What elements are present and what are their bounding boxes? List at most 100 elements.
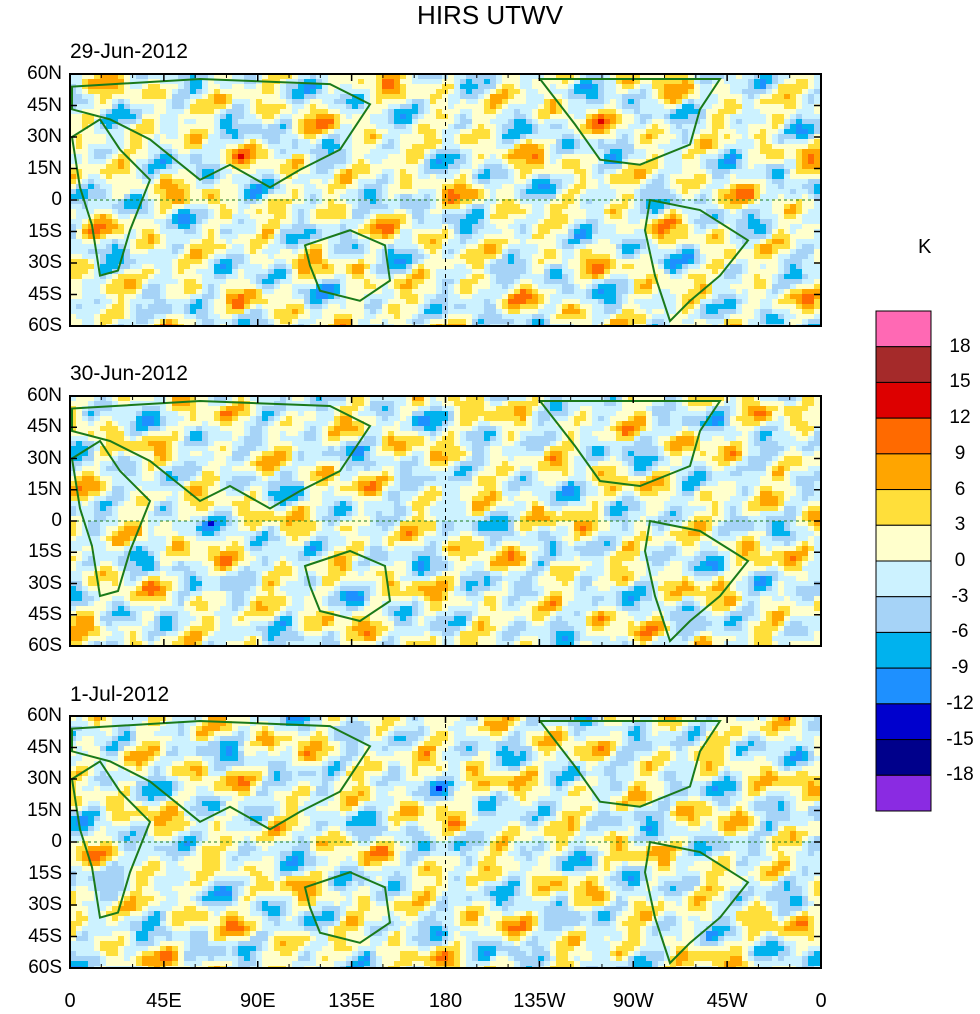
heatmap-cell bbox=[406, 109, 413, 115]
heatmap-cell bbox=[580, 164, 587, 170]
heatmap-cell bbox=[262, 164, 269, 170]
heatmap-cell bbox=[730, 99, 737, 105]
heatmap-cell bbox=[70, 189, 77, 195]
heatmap-cell bbox=[784, 174, 791, 180]
heatmap-cell bbox=[484, 84, 491, 90]
heatmap-cell bbox=[454, 239, 461, 245]
heatmap-cell bbox=[676, 209, 683, 215]
heatmap-cell bbox=[286, 229, 293, 235]
heatmap-cell bbox=[130, 259, 137, 265]
heatmap-cell bbox=[544, 119, 551, 125]
heatmap-cell bbox=[766, 119, 773, 125]
heatmap-cell bbox=[376, 214, 383, 220]
heatmap-cell bbox=[694, 139, 701, 145]
heatmap-cell bbox=[814, 264, 821, 270]
heatmap-cell bbox=[280, 99, 287, 105]
heatmap-cell bbox=[700, 179, 707, 185]
heatmap-cell bbox=[676, 79, 683, 85]
heatmap-cell bbox=[124, 169, 131, 175]
heatmap-cell bbox=[106, 84, 113, 90]
heatmap-cell bbox=[196, 214, 203, 220]
heatmap-cell bbox=[250, 189, 257, 195]
heatmap-cell bbox=[676, 104, 683, 110]
heatmap-cell bbox=[706, 139, 713, 145]
heatmap-cell bbox=[688, 229, 695, 235]
heatmap-cell bbox=[628, 139, 635, 145]
heatmap-cell bbox=[202, 199, 209, 205]
heatmap-cell bbox=[742, 139, 749, 145]
heatmap-cell bbox=[640, 219, 647, 225]
heatmap-cell bbox=[790, 199, 797, 205]
heatmap-cell bbox=[160, 264, 167, 270]
heatmap-cell bbox=[544, 104, 551, 110]
heatmap-cell bbox=[580, 104, 587, 110]
heatmap-cell bbox=[640, 174, 647, 180]
heatmap-cell bbox=[196, 149, 203, 155]
heatmap-cell bbox=[748, 189, 755, 195]
heatmap-cell bbox=[520, 139, 527, 145]
heatmap-cell bbox=[814, 219, 821, 225]
heatmap-cell bbox=[676, 254, 683, 260]
heatmap-cell bbox=[358, 209, 365, 215]
heatmap-cell bbox=[214, 219, 221, 225]
heatmap-cell bbox=[598, 234, 605, 240]
heatmap-cell bbox=[388, 164, 395, 170]
heatmap-cell bbox=[172, 134, 179, 140]
heatmap-cell bbox=[376, 239, 383, 245]
heatmap-cell bbox=[550, 114, 557, 120]
heatmap-cell bbox=[682, 184, 689, 190]
heatmap-cell bbox=[256, 209, 263, 215]
heatmap-cell bbox=[766, 189, 773, 195]
heatmap-cell bbox=[106, 164, 113, 170]
heatmap-cell bbox=[106, 104, 113, 110]
heatmap-cell bbox=[460, 89, 467, 95]
heatmap-cell bbox=[502, 109, 509, 115]
heatmap-cell bbox=[82, 109, 89, 115]
heatmap-cell bbox=[208, 194, 215, 200]
heatmap-cell bbox=[616, 119, 623, 125]
heatmap-cell bbox=[508, 79, 515, 85]
heatmap-cell bbox=[478, 184, 485, 190]
heatmap-cell bbox=[424, 134, 431, 140]
heatmap-cell bbox=[574, 94, 581, 100]
heatmap-cell bbox=[364, 204, 371, 210]
heatmap-cell bbox=[604, 204, 611, 210]
heatmap-cell bbox=[364, 94, 371, 100]
heatmap-cell bbox=[490, 194, 497, 200]
heatmap-cell bbox=[166, 269, 173, 275]
heatmap-cell bbox=[730, 94, 737, 100]
heatmap-cell bbox=[754, 189, 761, 195]
heatmap-cell bbox=[388, 199, 395, 205]
heatmap-cell bbox=[664, 139, 671, 145]
heatmap-cell bbox=[292, 224, 299, 230]
heatmap-cell bbox=[772, 134, 779, 140]
heatmap-cell bbox=[622, 184, 629, 190]
heatmap-cell bbox=[160, 219, 167, 225]
heatmap-cell bbox=[190, 169, 197, 175]
heatmap-cell bbox=[346, 94, 353, 100]
heatmap-cell bbox=[184, 79, 191, 85]
heatmap-cell bbox=[226, 109, 233, 115]
heatmap-cell bbox=[88, 154, 95, 160]
heatmap-cell bbox=[520, 94, 527, 100]
heatmap-cell bbox=[142, 154, 149, 160]
heatmap-cell bbox=[730, 224, 737, 230]
heatmap-cell bbox=[316, 234, 323, 240]
heatmap-cell bbox=[130, 79, 137, 85]
heatmap-cell bbox=[358, 164, 365, 170]
heatmap-cell bbox=[268, 259, 275, 265]
heatmap-cell bbox=[754, 184, 761, 190]
heatmap-cell bbox=[178, 229, 185, 235]
heatmap-cell bbox=[520, 234, 527, 240]
heatmap-cell bbox=[172, 119, 179, 125]
heatmap-cell bbox=[238, 174, 245, 180]
heatmap-cell bbox=[418, 79, 425, 85]
heatmap-cell bbox=[730, 139, 737, 145]
heatmap-cell bbox=[166, 244, 173, 250]
heatmap-cell bbox=[274, 269, 281, 275]
heatmap-cell bbox=[724, 109, 731, 115]
heatmap-cell bbox=[808, 109, 815, 115]
heatmap-cell bbox=[508, 209, 515, 215]
heatmap-cell bbox=[592, 229, 599, 235]
heatmap-cell bbox=[712, 189, 719, 195]
